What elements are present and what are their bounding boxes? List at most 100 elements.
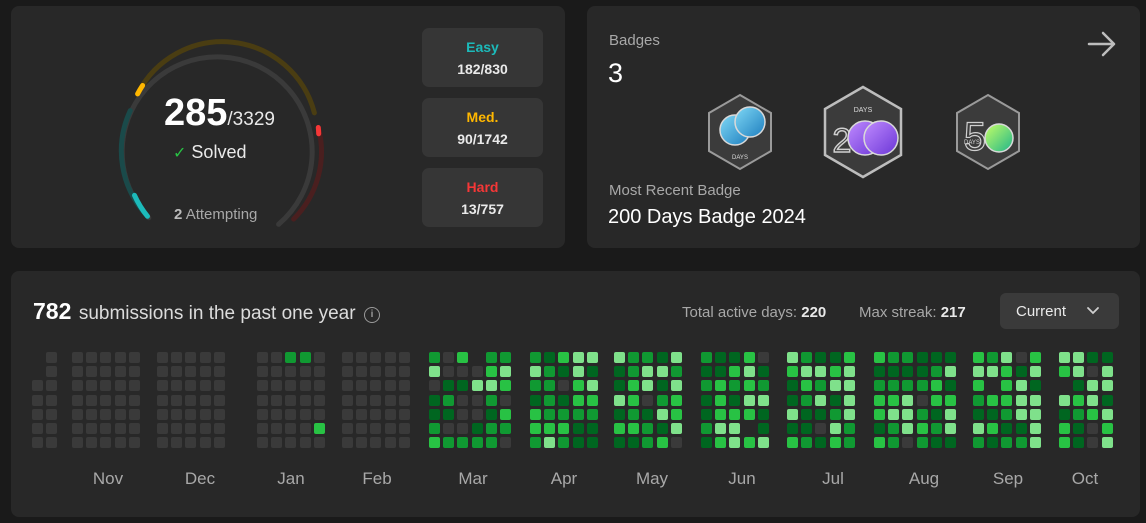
heatmap-cell[interactable] <box>1016 366 1027 377</box>
heatmap-cell[interactable] <box>486 352 497 363</box>
arrow-right-icon[interactable] <box>1086 28 1118 65</box>
heatmap-cell[interactable] <box>558 395 569 406</box>
heatmap-cell[interactable] <box>815 366 826 377</box>
heatmap-cell[interactable] <box>257 380 268 391</box>
heatmap-cell[interactable] <box>385 437 396 448</box>
heatmap-cell[interactable] <box>214 395 225 406</box>
heatmap-cell[interactable] <box>472 380 483 391</box>
heatmap-cell[interactable] <box>285 395 296 406</box>
heatmap-cell[interactable] <box>443 352 454 363</box>
200-days-badge-icon[interactable]: DAYS 2 <box>820 84 906 180</box>
heatmap-cell[interactable] <box>185 423 196 434</box>
heatmap-cell[interactable] <box>815 395 826 406</box>
heatmap-cell[interactable] <box>931 423 942 434</box>
heatmap-cell[interactable] <box>129 437 140 448</box>
heatmap-cell[interactable] <box>1102 409 1113 420</box>
heatmap-cell[interactable] <box>558 437 569 448</box>
heatmap-cell[interactable] <box>72 395 83 406</box>
heatmap-cell[interactable] <box>1059 437 1070 448</box>
heatmap-cell[interactable] <box>72 380 83 391</box>
heatmap-cell[interactable] <box>72 366 83 377</box>
heatmap-cell[interactable] <box>628 352 639 363</box>
heatmap-cell[interactable] <box>917 352 928 363</box>
heatmap-cell[interactable] <box>701 409 712 420</box>
heatmap-cell[interactable] <box>917 409 928 420</box>
heatmap-cell[interactable] <box>917 423 928 434</box>
heatmap-cell[interactable] <box>628 409 639 420</box>
heatmap-cell[interactable] <box>973 366 984 377</box>
heatmap-cell[interactable] <box>902 352 913 363</box>
heatmap-cell[interactable] <box>671 380 682 391</box>
heatmap-cell[interactable] <box>671 437 682 448</box>
heatmap-cell[interactable] <box>500 395 511 406</box>
heatmap-cell[interactable] <box>314 395 325 406</box>
heatmap-cell[interactable] <box>815 437 826 448</box>
heatmap-cell[interactable] <box>1030 352 1041 363</box>
heatmap-cell[interactable] <box>500 437 511 448</box>
heatmap-cell[interactable] <box>214 409 225 420</box>
heatmap-cell[interactable] <box>973 437 984 448</box>
heatmap-cell[interactable] <box>844 437 855 448</box>
heatmap-cell[interactable] <box>544 366 555 377</box>
heatmap-cell[interactable] <box>874 409 885 420</box>
heatmap-cell[interactable] <box>356 366 367 377</box>
heatmap-cell[interactable] <box>443 437 454 448</box>
heatmap-cell[interactable] <box>1030 423 1041 434</box>
heatmap-cell[interactable] <box>500 352 511 363</box>
heatmap-cell[interactable] <box>844 352 855 363</box>
heatmap-cell[interactable] <box>729 409 740 420</box>
heatmap-cell[interactable] <box>787 380 798 391</box>
heatmap-cell[interactable] <box>544 352 555 363</box>
heatmap-cell[interactable] <box>370 437 381 448</box>
heatmap-cell[interactable] <box>271 380 282 391</box>
heatmap-cell[interactable] <box>46 395 57 406</box>
heatmap-cell[interactable] <box>1059 423 1070 434</box>
heatmap-cell[interactable] <box>874 366 885 377</box>
heatmap-cell[interactable] <box>715 409 726 420</box>
heatmap-cell[interactable] <box>314 409 325 420</box>
heatmap-cell[interactable] <box>931 437 942 448</box>
heatmap-cell[interactable] <box>917 395 928 406</box>
heatmap-cell[interactable] <box>1073 352 1084 363</box>
heatmap-cell[interactable] <box>257 352 268 363</box>
heatmap-cell[interactable] <box>314 380 325 391</box>
100-days-badge-icon[interactable]: DAYS <box>705 92 775 172</box>
heatmap-cell[interactable] <box>472 423 483 434</box>
heatmap-cell[interactable] <box>472 409 483 420</box>
heatmap-cell[interactable] <box>86 423 97 434</box>
heatmap-cell[interactable] <box>573 423 584 434</box>
heatmap-cell[interactable] <box>744 366 755 377</box>
heatmap-cell[interactable] <box>715 366 726 377</box>
heatmap-cell[interactable] <box>214 423 225 434</box>
heatmap-cell[interactable] <box>945 395 956 406</box>
heatmap-cell[interactable] <box>356 409 367 420</box>
heatmap-cell[interactable] <box>830 409 841 420</box>
heatmap-cell[interactable] <box>973 409 984 420</box>
heatmap-cell[interactable] <box>801 423 812 434</box>
heatmap-cell[interactable] <box>758 380 769 391</box>
heatmap-cell[interactable] <box>257 366 268 377</box>
heatmap-cell[interactable] <box>429 380 440 391</box>
heatmap-cell[interactable] <box>815 409 826 420</box>
heatmap-cell[interactable] <box>902 423 913 434</box>
heatmap-cell[interactable] <box>945 437 956 448</box>
heatmap-cell[interactable] <box>844 423 855 434</box>
heatmap-cell[interactable] <box>787 423 798 434</box>
heatmap-cell[interactable] <box>342 423 353 434</box>
heatmap-cell[interactable] <box>342 409 353 420</box>
heatmap-cell[interactable] <box>429 395 440 406</box>
heatmap-cell[interactable] <box>758 395 769 406</box>
heatmap-cell[interactable] <box>443 366 454 377</box>
heatmap-cell[interactable] <box>46 380 57 391</box>
heatmap-cell[interactable] <box>1102 380 1113 391</box>
heatmap-cell[interactable] <box>744 437 755 448</box>
heatmap-cell[interactable] <box>100 352 111 363</box>
easy-stat[interactable]: Easy 182/830 <box>422 28 543 87</box>
heatmap-cell[interactable] <box>285 380 296 391</box>
heatmap-cell[interactable] <box>500 423 511 434</box>
heatmap-cell[interactable] <box>844 409 855 420</box>
heatmap-cell[interactable] <box>171 437 182 448</box>
heatmap-cell[interactable] <box>558 409 569 420</box>
heatmap-cell[interactable] <box>171 380 182 391</box>
heatmap-cell[interactable] <box>171 395 182 406</box>
